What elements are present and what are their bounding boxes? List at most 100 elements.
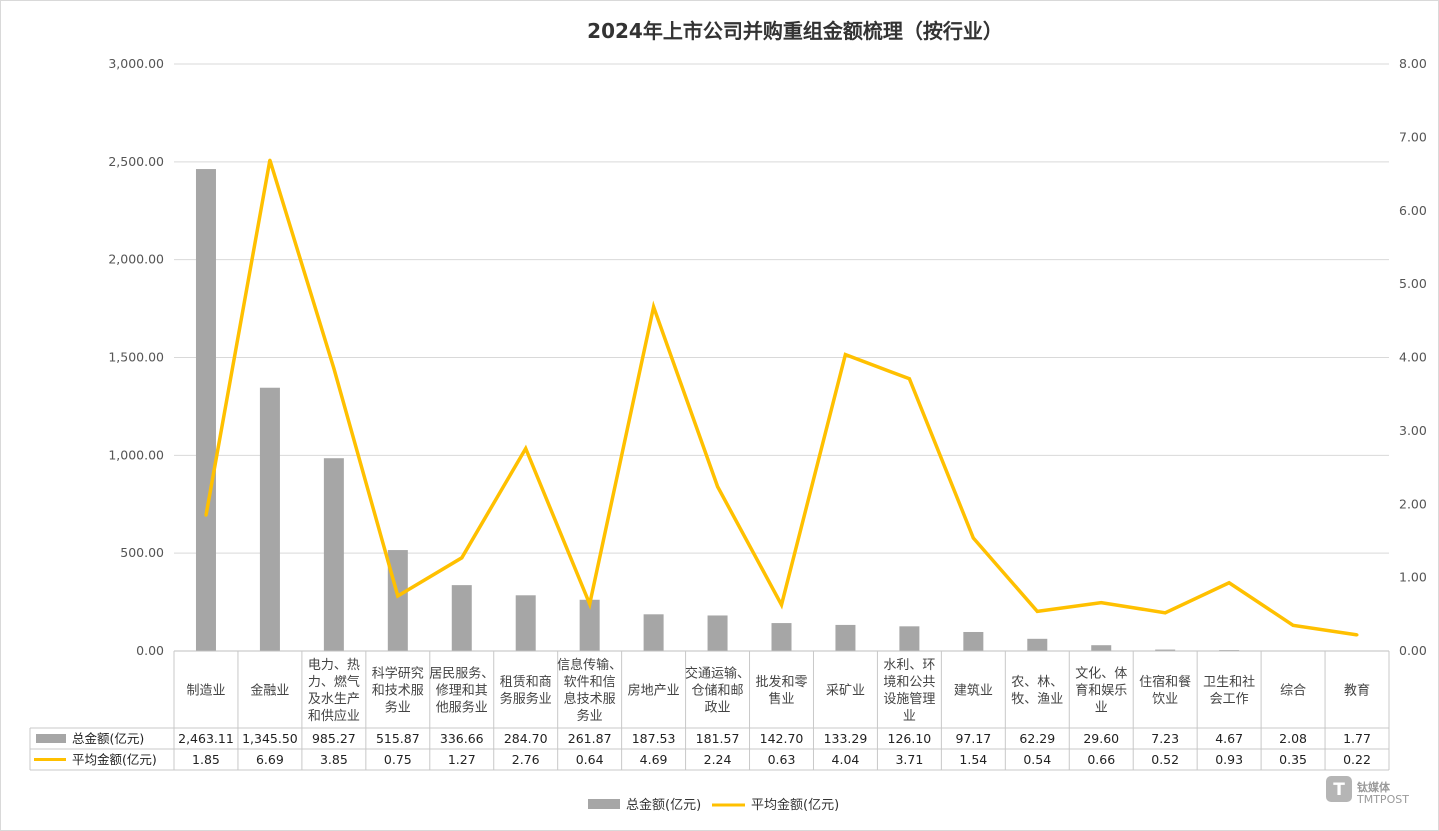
y-right-tick-label: 8.00 xyxy=(1399,56,1427,71)
bar xyxy=(643,614,664,651)
table-cell-total: 2.08 xyxy=(1279,731,1307,746)
y-right-tick-label: 3.00 xyxy=(1399,423,1427,438)
bar xyxy=(1155,649,1176,651)
y-right-tick-label: 6.00 xyxy=(1399,203,1427,218)
line-point xyxy=(971,536,975,540)
bar xyxy=(899,626,920,651)
y-left-tick-label: 500.00 xyxy=(120,545,164,560)
bar xyxy=(195,169,216,651)
table-cell-total: 985.27 xyxy=(312,731,356,746)
table-cell-average: 1.85 xyxy=(192,752,220,767)
line-point xyxy=(1291,623,1295,627)
bar xyxy=(451,585,472,651)
category-label: 教育 xyxy=(1344,683,1370,699)
category-label: 农、林、牧、渔业 xyxy=(1011,675,1063,707)
category-label: 建筑业 xyxy=(954,683,993,699)
line-point xyxy=(460,556,464,560)
line-point xyxy=(524,446,528,450)
bar xyxy=(1027,638,1048,651)
bar xyxy=(259,387,280,651)
category-label: 批发和零售业 xyxy=(755,674,807,707)
category-label: 住宿和餐饮业 xyxy=(1139,674,1191,707)
category-label: 交通运输、仓储和邮政业 xyxy=(685,666,750,716)
line-path xyxy=(204,159,1358,637)
table-row-header: 平均金额(亿元) xyxy=(72,752,157,767)
table-cell-total: 62.29 xyxy=(1019,731,1055,746)
table-cell-average: 0.54 xyxy=(1023,752,1051,767)
table-cell-total: 29.60 xyxy=(1083,731,1119,746)
watermark-text-cn: 钛媒体 xyxy=(1357,780,1391,794)
table-cell-average: 0.22 xyxy=(1343,752,1371,767)
bar xyxy=(579,599,600,651)
table-cell-total: 284.70 xyxy=(504,731,548,746)
line-point xyxy=(780,603,783,607)
table-cell-total: 4.67 xyxy=(1215,731,1243,746)
table-cell-average: 0.75 xyxy=(384,752,412,767)
category-label: 制造业 xyxy=(186,684,225,699)
legend-label: 总金额(亿元) xyxy=(626,797,701,813)
y-right-tick-label: 0.00 xyxy=(1399,643,1427,658)
table-cell-average: 3.71 xyxy=(895,752,923,767)
category-label: 水利、环境和公共设施管理业 xyxy=(883,658,935,724)
table-cell-average: 6.69 xyxy=(256,752,284,767)
y-right-tick-label: 2.00 xyxy=(1399,496,1427,511)
table-cell-total: 7.23 xyxy=(1151,731,1179,746)
bar xyxy=(515,595,536,651)
line-point xyxy=(1355,633,1359,637)
line-series xyxy=(204,158,1359,637)
table-cell-total: 2,463.11 xyxy=(178,731,234,746)
table-cell-average: 4.69 xyxy=(640,752,668,767)
y-axis-right: 0.00 1.00 2.00 3.00 4.00 5.00 6.00 7.00 8.00 xyxy=(1399,56,1427,658)
line-point xyxy=(588,602,592,606)
legend-key-bar xyxy=(588,799,620,809)
y-left-tick-label: 3,000.00 xyxy=(108,56,164,71)
category-label: 科学研究和技术服务业 xyxy=(372,666,424,716)
y-right-tick-label: 1.00 xyxy=(1399,570,1427,585)
line-point xyxy=(907,377,911,381)
table-cell-average: 0.63 xyxy=(768,752,796,767)
legend: 总金额(亿元) 平均金额(亿元) xyxy=(588,797,839,813)
category-label: 房地产业 xyxy=(628,683,680,699)
table-cell-total: 142.70 xyxy=(760,731,804,746)
line-point xyxy=(1163,611,1167,615)
table-cell-average: 0.52 xyxy=(1151,752,1179,767)
watermark-logo-icon xyxy=(1326,776,1352,802)
bar xyxy=(963,631,984,651)
category-label: 租赁和商务服务业 xyxy=(500,675,552,707)
table-cell-average: 0.35 xyxy=(1279,752,1307,767)
table-key-bar xyxy=(36,734,66,743)
watermark-logo-glyph: T xyxy=(1333,780,1345,800)
table-cell-total: 133.29 xyxy=(824,731,868,746)
table-cell-total: 1.77 xyxy=(1343,731,1371,746)
y-axis-left: 0.00 500.00 1,000.00 1,500.00 2,000.00 2,500.… xyxy=(108,56,164,658)
gridlines xyxy=(174,63,1389,554)
table-cell-total: 515.87 xyxy=(376,731,420,746)
table-cell-average: 1.27 xyxy=(448,752,476,767)
y-right-tick-label: 4.00 xyxy=(1399,350,1427,365)
line-point xyxy=(268,158,272,162)
category-label: 卫生和社会工作 xyxy=(1203,674,1255,707)
table-cell-total: 126.10 xyxy=(888,731,932,746)
line-point xyxy=(843,353,847,357)
watermark-text-en: TMTPOST xyxy=(1356,793,1409,806)
table-cell-average: 2.24 xyxy=(704,752,732,767)
table-cell-total: 336.66 xyxy=(440,731,484,746)
table-cell-total: 97.17 xyxy=(955,731,991,746)
y-right-tick-label: 7.00 xyxy=(1399,129,1427,144)
table-cell-total: 1,345.50 xyxy=(242,731,298,746)
line-point xyxy=(396,594,400,598)
table-cell-average: 0.93 xyxy=(1215,752,1243,767)
table-cell-total: 187.53 xyxy=(632,731,676,746)
y-left-tick-label: 0.00 xyxy=(136,643,164,658)
bar-series xyxy=(195,169,1368,652)
table-cell-average: 2.76 xyxy=(512,752,540,767)
line-point xyxy=(332,367,336,371)
table-cell-average: 4.04 xyxy=(832,752,860,767)
category-label: 金融业 xyxy=(250,683,289,699)
y-right-tick-label: 5.00 xyxy=(1399,276,1427,291)
y-left-tick-label: 2,500.00 xyxy=(108,154,164,169)
table-row-header: 总金额(亿元) xyxy=(72,731,144,746)
bar xyxy=(835,624,856,651)
